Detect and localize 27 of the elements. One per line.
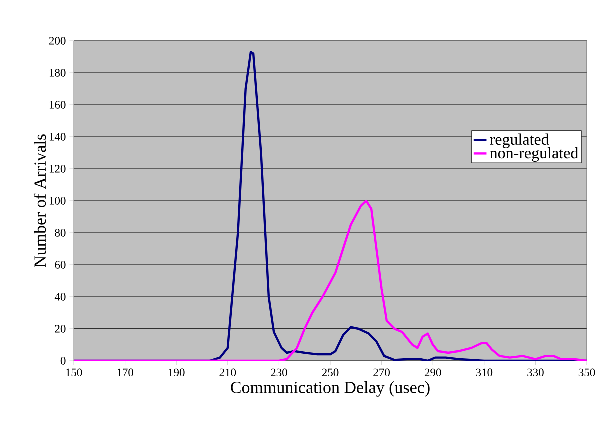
- y-tick-label: 20: [55, 325, 66, 333]
- x-tick-label: 270: [374, 368, 390, 377]
- y-tick-label: 140: [50, 133, 66, 141]
- legend-label: non-regulated: [490, 147, 578, 162]
- y-tick-label: 100: [50, 197, 66, 205]
- y-tick-label: 160: [50, 101, 66, 109]
- y-tick-label: 200: [49, 37, 66, 45]
- x-tick-label: 290: [424, 368, 442, 377]
- x-tick-label: 250: [322, 368, 339, 377]
- x-tick-label: 350: [578, 368, 596, 377]
- x-tick-label: 150: [66, 368, 82, 377]
- y-tick-label: 60: [55, 261, 66, 269]
- x-tick-label: 170: [118, 368, 134, 377]
- legend-label: regulated: [490, 134, 550, 148]
- x-tick-label: 210: [220, 368, 236, 377]
- x-axis-title: Communication Delay (usec): [231, 381, 430, 397]
- y-tick-label: 0: [60, 357, 66, 365]
- y-tick-label: 180: [50, 69, 66, 77]
- x-tick-label: 330: [528, 368, 544, 377]
- x-tick-label: 310: [476, 368, 493, 377]
- x-tick-label: 230: [271, 368, 288, 377]
- y-tick-label: 40: [54, 293, 66, 301]
- y-axis-title: Number of Arrivals: [34, 134, 46, 268]
- y-tick-label: 80: [55, 229, 66, 237]
- y-tick-label: 120: [50, 165, 66, 173]
- line-series: [74, 200, 587, 361]
- x-tick-label: 190: [168, 368, 185, 377]
